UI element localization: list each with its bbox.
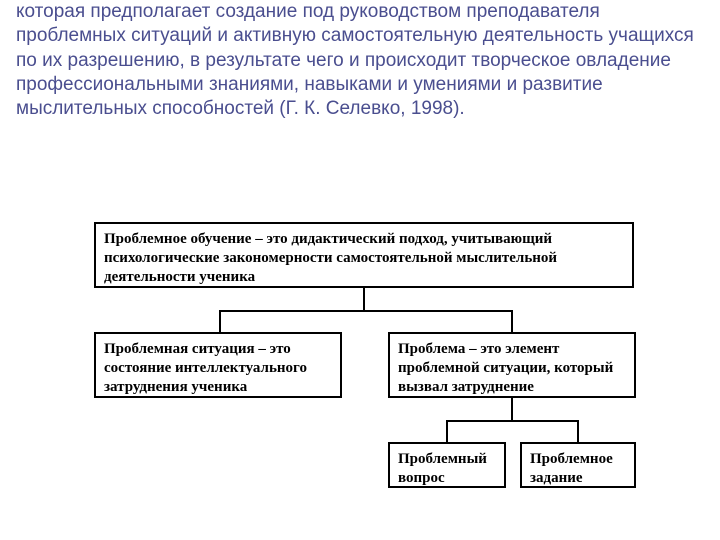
node-root-label: Проблемное обучение – это дидактический … — [104, 231, 557, 285]
conn-to-task — [577, 420, 579, 442]
node-root: Проблемное обучение – это дидактический … — [94, 222, 634, 288]
conn-tier1-hbar — [219, 310, 513, 312]
node-situation: Проблемная ситуация – это состояние инте… — [94, 332, 342, 398]
node-situation-label: Проблемная ситуация – это состояние инте… — [104, 341, 307, 395]
conn-to-situation — [219, 310, 221, 332]
node-problem: Проблема – это элемент проблемной ситуац… — [388, 332, 636, 398]
node-task-label: Проблемное задание — [530, 451, 613, 486]
node-problem-label: Проблема – это элемент проблемной ситуац… — [398, 341, 613, 395]
conn-to-problem — [511, 310, 513, 332]
node-task: Проблемное задание — [520, 442, 636, 488]
node-question: Проблемный вопрос — [388, 442, 506, 488]
conn-tier2-hbar — [446, 420, 579, 422]
concept-tree-diagram: Проблемное обучение – это дидактический … — [0, 0, 720, 540]
conn-to-question — [446, 420, 448, 442]
conn-problem-stem — [511, 398, 513, 420]
node-question-label: Проблемный вопрос — [398, 451, 487, 486]
conn-root-stem — [363, 288, 365, 310]
